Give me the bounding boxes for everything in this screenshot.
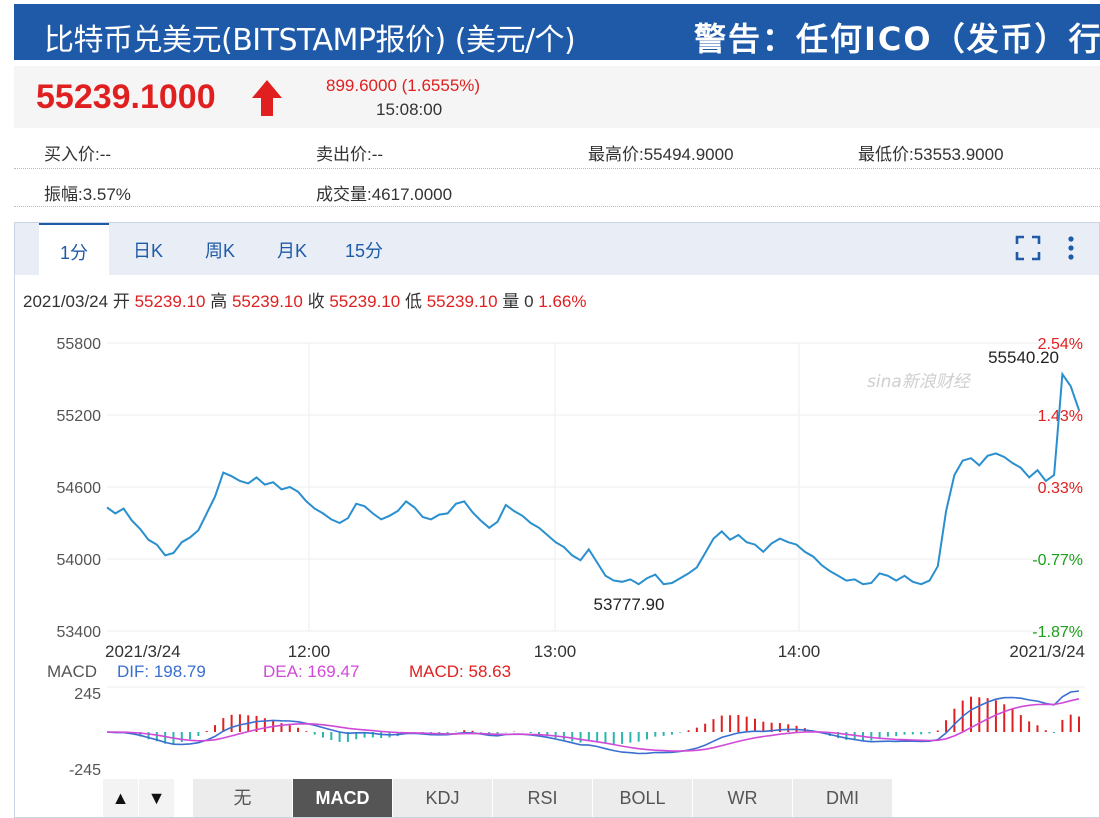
y-tick-label: 55200 xyxy=(57,408,102,425)
tab-monthly[interactable]: 月K xyxy=(276,241,307,261)
y-tick-label: 55800 xyxy=(57,336,102,353)
vol-value: 0 xyxy=(524,292,534,311)
pct-tick-label: -1.87% xyxy=(1032,624,1083,641)
divider xyxy=(14,206,1100,207)
indicator-kdj[interactable]: KDJ xyxy=(393,779,493,817)
dif-value: DIF: 198.79 xyxy=(117,662,206,681)
macd-top-label: 245 xyxy=(74,686,101,703)
warning-banner: 警告：任何ICO（发币）行 xyxy=(694,20,1100,58)
low-value: 55239.10 xyxy=(426,292,498,311)
up-arrow-icon xyxy=(252,80,282,116)
indicator-tabs: ▲ ▼ 无 MACD KDJ RSI BOLL WR DMI xyxy=(103,779,893,817)
current-price: 55239.1000 xyxy=(36,78,216,116)
low-label: 低 xyxy=(404,292,422,311)
amplitude: 振幅:3.57% xyxy=(44,185,131,204)
pct-tick-label: 2.54% xyxy=(1038,336,1083,353)
x-tick-label: 12:00 xyxy=(288,642,331,661)
volume: 成交量:4617.0000 xyxy=(316,185,453,204)
open-label: 开 xyxy=(112,292,130,311)
min-annotation: 53777.90 xyxy=(594,595,665,614)
header-bar: 比特币兑美元(BITSTAMP报价) (美元/个) 警告：任何ICO（发币）行 xyxy=(14,4,1100,60)
fullscreen-icon[interactable] xyxy=(1015,235,1041,261)
ohlc-line: 2021/03/24 开 55239.10 高 55239.10 收 55239… xyxy=(23,287,586,312)
vol-label: 量 xyxy=(502,292,520,311)
high-price: 最高价:55494.9000 xyxy=(588,145,734,164)
tab-15min[interactable]: 15分 xyxy=(344,241,384,261)
scroll-down-button[interactable]: ▼ xyxy=(139,779,175,817)
x-tick-label: 2021/3/24 xyxy=(1009,642,1085,661)
close-value: 55239.10 xyxy=(329,292,401,311)
price-line xyxy=(106,371,1080,586)
x-tick-label: 14:00 xyxy=(778,642,821,661)
indicator-wr[interactable]: WR xyxy=(693,779,793,817)
ohlc-date: 2021/03/24 xyxy=(23,292,109,311)
pct-tick-label: -0.77% xyxy=(1032,552,1083,569)
x-tick-label: 2021/3/24 xyxy=(105,642,181,661)
tab-daily[interactable]: 日K xyxy=(132,241,163,261)
open-value: 55239.10 xyxy=(134,292,206,311)
max-annotation: 55540.20 xyxy=(988,348,1059,367)
tab-1min[interactable]: 1分 xyxy=(39,223,109,275)
y-tick-label: 54600 xyxy=(57,480,102,497)
period-tabs: 1分 日K 周K 月K 15分 xyxy=(15,223,1099,275)
watermark-logo: sina新浪财经 xyxy=(867,372,972,392)
indicator-dmi[interactable]: DMI xyxy=(793,779,893,817)
close-label: 收 xyxy=(307,292,325,311)
page-title: 比特币兑美元(BITSTAMP报价) (美元/个) xyxy=(44,23,576,58)
indicator-macd[interactable]: MACD xyxy=(293,779,393,817)
high-value: 55239.10 xyxy=(231,292,303,311)
macd-label: MACD xyxy=(47,662,97,681)
high-label: 高 xyxy=(210,292,228,311)
scroll-up-button[interactable]: ▲ xyxy=(103,779,139,817)
chart-panel: 1分 日K 周K 月K 15分 2021/03/24 开 55239.10 高 … xyxy=(14,222,1100,818)
indicator-boll[interactable]: BOLL xyxy=(593,779,693,817)
bid-price: 买入价:-- xyxy=(44,145,112,164)
quote-time: 15:08:00 xyxy=(376,100,443,119)
x-tick-label: 13:00 xyxy=(534,642,577,661)
dea-value: DEA: 169.47 xyxy=(263,662,359,681)
tab-weekly[interactable]: 周K xyxy=(204,241,235,261)
dea-line xyxy=(106,698,1080,752)
price-chart[interactable]: 55800 55200 54600 54000 53400 2.54% 1.43% 0.33%… xyxy=(15,223,1099,779)
pct-tick-label: 1.43% xyxy=(1038,408,1083,425)
more-icon[interactable] xyxy=(1065,233,1077,263)
low-price: 最低价:53553.9000 xyxy=(858,145,1004,164)
y-tick-label: 53400 xyxy=(57,624,102,641)
macd-bottom-label: -245 xyxy=(69,762,101,779)
quote-row: 55239.1000 899.6000 (1.6555%) 15:08:00 xyxy=(14,66,1100,128)
ask-price: 卖出价:-- xyxy=(316,145,384,164)
y-tick-label: 54000 xyxy=(57,552,102,569)
indicator-none[interactable]: 无 xyxy=(193,779,293,817)
pct-value: 1.66% xyxy=(538,292,587,311)
divider xyxy=(14,168,1100,169)
dif-line xyxy=(106,690,1080,755)
macd-value: MACD: 58.63 xyxy=(409,662,511,681)
pct-tick-label: 0.33% xyxy=(1038,480,1083,497)
price-change: 899.6000 (1.6555%) xyxy=(326,76,481,95)
stats-grid: 买入价:-- 卖出价:-- 最高价:55494.9000 最低价:53553.9… xyxy=(14,128,1100,208)
indicator-rsi[interactable]: RSI xyxy=(493,779,593,817)
